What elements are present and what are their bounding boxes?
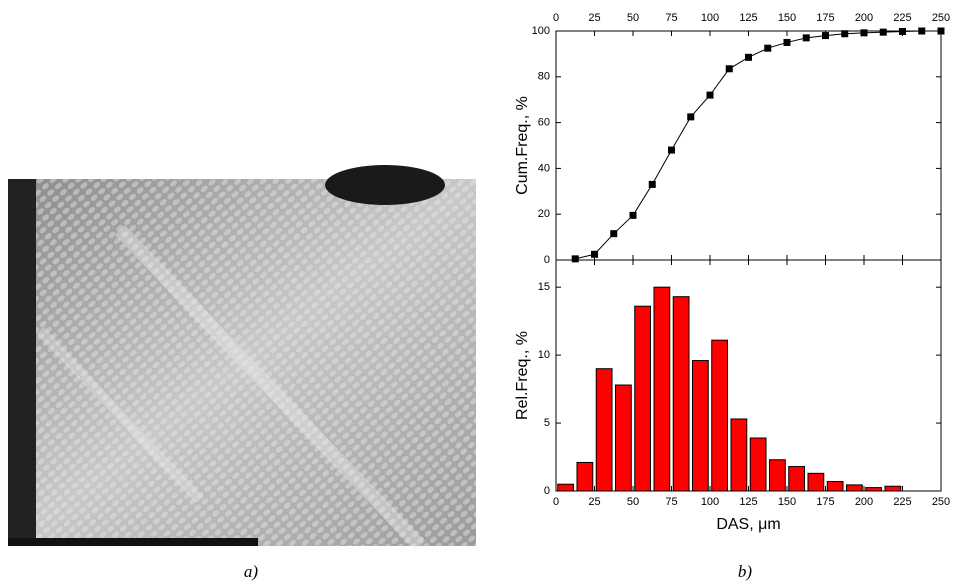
data-point bbox=[764, 44, 772, 52]
x-tick-label: 75 bbox=[665, 496, 677, 508]
x-tick-label: 175 bbox=[816, 496, 834, 508]
x-tick-label: 150 bbox=[778, 12, 796, 24]
x-tick-label: 100 bbox=[701, 12, 719, 24]
bar bbox=[865, 487, 883, 492]
data-point bbox=[918, 27, 926, 35]
data-point bbox=[687, 113, 695, 121]
x-tick-label: 125 bbox=[739, 496, 757, 508]
data-point bbox=[571, 255, 579, 263]
bar bbox=[788, 466, 806, 492]
x-tick-label: 25 bbox=[588, 12, 600, 24]
y-tick-label: 80 bbox=[538, 71, 550, 83]
data-point bbox=[879, 28, 887, 36]
x-tick-label: 250 bbox=[932, 12, 950, 24]
x-tick-label: 175 bbox=[816, 12, 834, 24]
bar bbox=[730, 418, 748, 492]
bar bbox=[614, 384, 632, 492]
data-point bbox=[860, 29, 868, 37]
bar bbox=[576, 461, 594, 492]
y-tick-label: 0 bbox=[544, 254, 550, 266]
micrograph bbox=[8, 165, 476, 551]
x-tick-label: 225 bbox=[893, 12, 911, 24]
bar bbox=[653, 286, 671, 492]
y-tick-label: 60 bbox=[538, 117, 550, 129]
y-axis-label: Cum.Freq., % bbox=[514, 96, 531, 195]
x-tick-label: 200 bbox=[855, 496, 873, 508]
x-tick-label: 0 bbox=[553, 12, 559, 24]
bar bbox=[884, 485, 902, 492]
x-tick-label: 50 bbox=[627, 12, 639, 24]
data-point bbox=[841, 30, 849, 38]
data-point bbox=[668, 146, 675, 154]
y-tick-label: 0 bbox=[544, 485, 550, 497]
x-tick-label: 25 bbox=[588, 496, 600, 508]
y-axis-label: Rel.Freq., % bbox=[514, 331, 531, 420]
y-tick-label: 5 bbox=[544, 417, 550, 429]
data-line bbox=[575, 30, 941, 260]
data-point bbox=[610, 230, 618, 238]
data-point bbox=[745, 53, 752, 61]
bar bbox=[768, 459, 786, 492]
x-tick-label: 200 bbox=[855, 12, 873, 24]
x-tick-label: 150 bbox=[778, 496, 796, 508]
data-point bbox=[899, 27, 906, 35]
y-tick-label: 10 bbox=[538, 349, 550, 361]
x-tick-label: 75 bbox=[665, 12, 677, 24]
plot-frame bbox=[555, 259, 942, 492]
y-tick-label: 15 bbox=[538, 281, 550, 293]
bar bbox=[672, 296, 690, 492]
data-point bbox=[937, 27, 945, 35]
caption: b) bbox=[738, 562, 753, 581]
data-point bbox=[591, 250, 598, 258]
x-tick-label: 100 bbox=[701, 496, 719, 508]
y-tick-label: 100 bbox=[532, 25, 550, 37]
y-tick-label: 20 bbox=[538, 208, 550, 220]
bar bbox=[749, 437, 767, 492]
x-axis-label: DAS, μm bbox=[716, 516, 780, 533]
bar bbox=[807, 472, 825, 492]
bar bbox=[634, 305, 652, 492]
bar bbox=[845, 484, 863, 492]
bar bbox=[595, 368, 613, 492]
x-tick-label: 225 bbox=[893, 496, 911, 508]
data-point bbox=[629, 211, 637, 219]
data-point bbox=[706, 91, 714, 99]
data-point bbox=[783, 38, 791, 46]
data-point bbox=[648, 180, 656, 188]
x-tick-label: 125 bbox=[739, 12, 757, 24]
x-tick-label: 50 bbox=[627, 496, 639, 508]
caption: a) bbox=[244, 562, 259, 581]
data-point bbox=[802, 34, 810, 42]
data-point bbox=[725, 65, 733, 73]
data-point bbox=[822, 32, 829, 40]
x-tick-label: 0 bbox=[553, 496, 559, 508]
bar bbox=[826, 480, 844, 492]
y-tick-label: 40 bbox=[538, 162, 550, 174]
bar bbox=[557, 483, 575, 492]
bar bbox=[711, 339, 729, 492]
x-tick-label: 250 bbox=[932, 496, 950, 508]
plot-frame bbox=[555, 30, 942, 261]
bar bbox=[691, 360, 709, 492]
